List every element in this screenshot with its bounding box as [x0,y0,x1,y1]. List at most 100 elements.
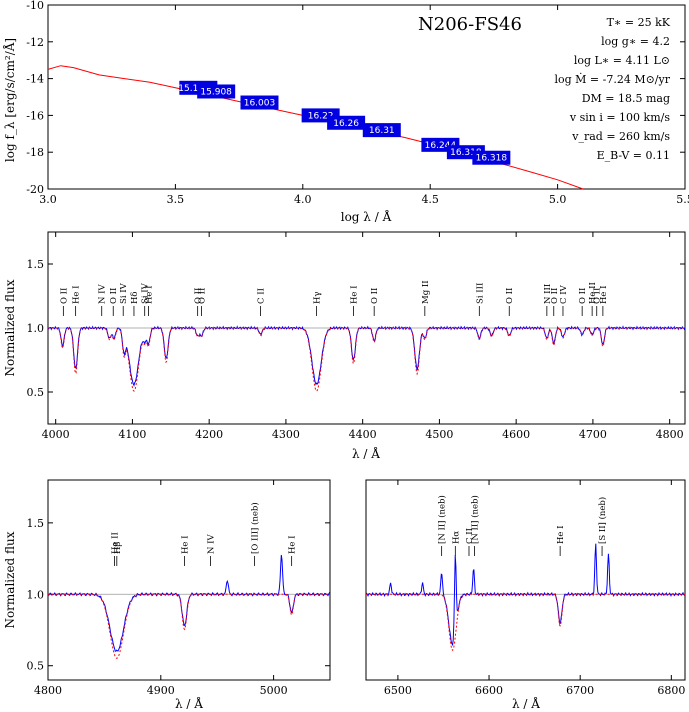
x-tick-label: 4900 [147,684,175,697]
photometry-box [472,150,511,165]
line-id-label: O II [197,288,207,304]
x-tick-label: 4500 [425,428,453,441]
halpha-model-spectrum [366,593,685,652]
photometry-label: 16.244 [425,141,457,151]
hbeta-x-label: λ / Å [175,696,203,711]
photometry-label: 16.318 [476,154,508,164]
x-tick-label: 6700 [566,684,594,697]
line-id-label: [S II] (neb) [597,497,608,544]
y-tick-label: -16 [26,109,44,122]
line-id-label: He I [180,535,190,554]
photometry-box [240,95,279,110]
line-id-label: Hβ [113,542,123,554]
line-id-label: He II [588,282,598,304]
x-tick-label: 5.5 [676,193,689,206]
y-tick-label: 0.5 [27,386,45,399]
x-tick-label: 4400 [349,428,377,441]
sed-title: N206-FS46 [418,14,522,35]
x-tick-label: 4300 [272,428,300,441]
line-id-label: He II [111,532,121,554]
y-tick-label: -18 [26,146,44,159]
stellar-parameter: log Ṁ = -7.24 M⊙/yr [554,72,670,86]
photometry-label: 16.22 [308,111,334,121]
line-id-label: N IV [206,534,216,554]
line-id-label: N IV [98,284,108,304]
line-id-label: Si IV [141,282,151,304]
line-id-label: O II [194,288,204,304]
x-tick-label: 6500 [384,684,412,697]
line-id-label: He I [72,285,82,304]
line-id-label: O II [593,288,603,304]
sed-frame [47,4,686,190]
y-tick-label: -10 [26,0,44,12]
sed-panel: 3.0 3.5 4.0 4.5 5.0 5.5 -10 -12 -14 -16 -18 -20 15.… [2,0,689,224]
y-tick-label: 1.0 [27,588,45,601]
hbeta-observed-spectrum [47,554,331,652]
line-id-label: O II [370,288,380,304]
line-id-label: Si IV [119,282,129,304]
photometry-label: 15.908 [200,87,232,97]
line-id-label: O II [59,288,69,304]
blue-spectrum-panel: 4000 4100 4200 4300 4400 4500 4600 4700 4800 0.5 1… [3,231,686,461]
sed-model-line [47,65,584,190]
halpha-x-label: λ / Å [512,696,540,711]
halpha-frame [365,479,686,681]
x-tick-label: 4000 [42,428,70,441]
photometry-box [197,84,236,99]
y-tick-label: 1.5 [27,517,45,530]
x-tick-label: 4800 [656,428,684,441]
y-tick-label: 1.5 [27,258,45,271]
x-tick-label: 4100 [118,428,146,441]
photometry-label: 16.003 [244,99,276,109]
blue-y-label: Normalized flux [3,279,17,376]
y-tick-label: -12 [26,36,44,49]
photometry-label: 16.31 [369,126,395,136]
x-tick-label: 3.0 [39,193,57,206]
stellar-parameter: T∗ = 25 kK [607,16,671,29]
line-id-label: He I [599,285,609,304]
x-tick-label: 5000 [260,684,288,697]
line-id-label: C II [465,528,475,544]
line-id-label: O II [578,288,588,304]
x-tick-label: 6600 [475,684,503,697]
line-id-label: C II [257,288,267,304]
stellar-parameter: log g∗ = 4.2 [601,35,670,48]
hbeta-frame [47,479,331,681]
photometry-label: 16.318 [450,148,482,158]
x-tick-label: 4200 [195,428,223,441]
stellar-parameter: v sin i = 100 km/s [569,111,670,124]
y-tick-label: -14 [26,73,44,86]
photometry-box [327,115,366,130]
line-id-label: O II [109,288,119,304]
line-id-label: N III [543,284,553,304]
x-tick-label: 4800 [34,684,62,697]
x-tick-label: 5.0 [549,193,567,206]
x-tick-label: 4600 [502,428,530,441]
line-id-label: Hγ [313,292,323,305]
line-id-label: [N II] (neb) [437,495,448,544]
blue-observed-spectrum [47,325,686,387]
x-tick-label: 4700 [579,428,607,441]
x-tick-label: 3.5 [167,193,185,206]
line-id-label: Hα [451,531,461,544]
y-tick-label: 0.5 [27,660,45,673]
sed-y-label: log f_λ [erg/s/cm²/Å] [2,38,17,162]
stellar-parameter: log L∗ = 4.11 L⊙ [574,54,670,67]
blue-model-spectrum [48,327,685,392]
line-id-label: Si III [475,283,485,304]
line-id-label: C IV [559,284,569,304]
stellar-parameter: E_B-V = 0.11 [597,149,670,162]
line-id-label: Hδ [130,291,140,304]
hbeta-y-label: Normalized flux [3,531,17,628]
blue-x-label: λ / Å [352,446,380,461]
line-id-label: He I [556,525,566,544]
line-id-label: O II [505,288,515,304]
photometry-box [362,123,401,138]
line-id-label: [N II] (neb) [469,495,480,544]
line-id-label: [O III] (neb) [249,502,260,554]
line-id-label: He I [145,285,155,304]
stellar-parameter: DM = 18.5 mag [582,92,670,105]
x-tick-label: 4.0 [294,193,312,206]
